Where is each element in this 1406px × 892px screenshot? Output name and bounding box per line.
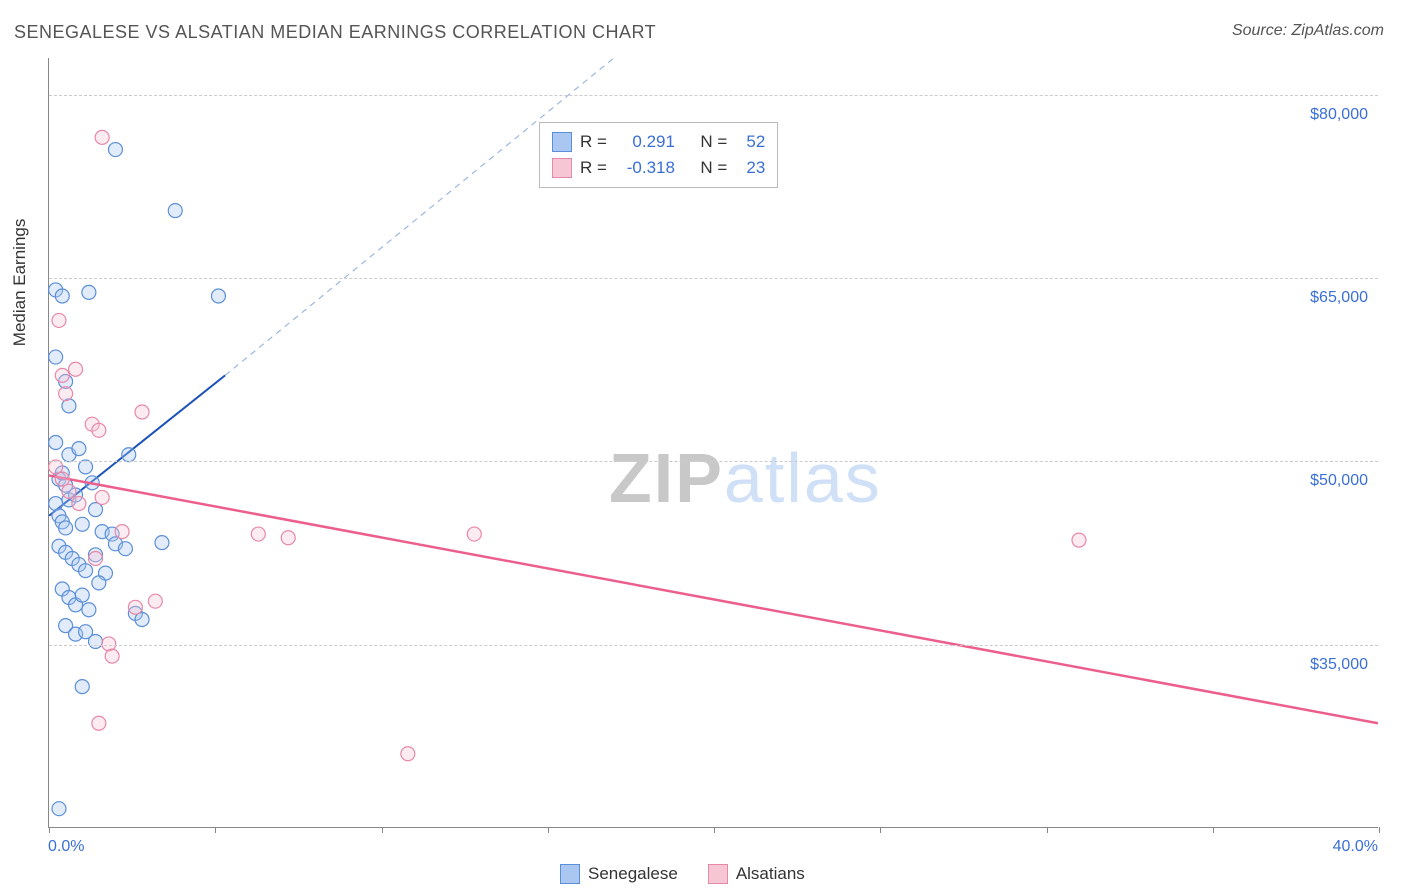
x-label-min: 0.0% [48, 838, 84, 856]
n-label: N = [700, 155, 727, 181]
swatch-alsatians [552, 158, 572, 178]
y-axis-title: Median Earnings [10, 219, 30, 347]
x-tick [1047, 827, 1048, 833]
legend-row-alsatians: R = -0.318 N = 23 [552, 155, 765, 181]
gridline-h [49, 278, 1378, 279]
y-tick-label: $65,000 [1310, 289, 1368, 307]
x-tick [1213, 827, 1214, 833]
x-tick [548, 827, 549, 833]
swatch-senegalese [552, 132, 572, 152]
n-label: N = [700, 129, 727, 155]
r-value-senegalese: 0.291 [615, 129, 675, 155]
n-value-senegalese: 52 [735, 129, 765, 155]
series-legend: Senegalese Alsatians [560, 864, 805, 884]
source-label: Source: ZipAtlas.com [1232, 22, 1384, 40]
y-tick-label: $80,000 [1310, 106, 1368, 124]
correlation-legend: R = 0.291 N = 52 R = -0.318 N = 23 [539, 122, 778, 188]
legend-item-alsatians: Alsatians [708, 864, 805, 884]
x-tick [49, 827, 50, 833]
x-tick [382, 827, 383, 833]
gridline-h [49, 95, 1378, 96]
r-value-alsatians: -0.318 [615, 155, 675, 181]
legend-row-senegalese: R = 0.291 N = 52 [552, 129, 765, 155]
chart-area: ZIPatlas R = 0.291 N = 52 R = -0.318 N =… [48, 58, 1378, 828]
x-tick [1379, 827, 1380, 833]
legend-label-senegalese: Senegalese [588, 864, 678, 884]
swatch-alsatians-bottom [708, 864, 728, 884]
chart-title: SENEGALESE VS ALSATIAN MEDIAN EARNINGS C… [14, 22, 656, 43]
r-label: R = [580, 155, 607, 181]
legend-item-senegalese: Senegalese [560, 864, 678, 884]
n-value-alsatians: 23 [735, 155, 765, 181]
x-tick [215, 827, 216, 833]
x-tick [880, 827, 881, 833]
swatch-senegalese-bottom [560, 864, 580, 884]
legend-label-alsatians: Alsatians [736, 864, 805, 884]
y-tick-label: $35,000 [1310, 656, 1368, 674]
x-label-max: 40.0% [1333, 838, 1378, 856]
gridline-h [49, 645, 1378, 646]
r-label: R = [580, 129, 607, 155]
x-tick [714, 827, 715, 833]
y-tick-label: $50,000 [1310, 472, 1368, 490]
gridline-h [49, 461, 1378, 462]
